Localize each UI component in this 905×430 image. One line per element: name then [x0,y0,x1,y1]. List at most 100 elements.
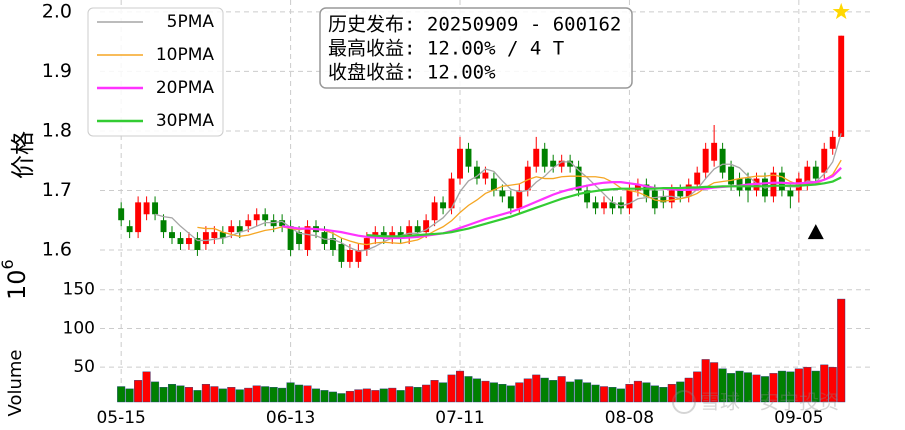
candle-body [609,202,616,209]
volume-bar [117,386,126,403]
volume-bar [684,377,693,403]
volume-bar [744,372,753,403]
y-axis-label: 价格 [9,131,37,179]
volume-bars [117,298,846,403]
candle-body [414,226,421,233]
legend-label: 30PMA [156,111,215,131]
volume-bar [786,371,795,403]
candle-body [236,226,243,233]
candle-body [821,148,828,173]
ma-line [366,176,842,238]
volume-bar [455,370,465,403]
volume-bar [600,386,609,403]
candle-body [643,184,650,197]
volume-bar [439,382,448,403]
volume-bar [616,388,625,403]
candle-body [440,202,447,209]
volume-bar [701,359,710,403]
candle-body [829,136,836,149]
candle-body [169,232,175,239]
candle-body [219,232,226,239]
info-line: 最高收益: 12.00% / 4 T [328,38,564,60]
volume-scale-exponent: 6 [0,259,17,269]
volume-bar [227,387,236,403]
volume-bar [481,380,490,403]
candle-body [329,238,336,250]
candle-body [304,226,311,250]
volume-bar [362,388,371,403]
volume-bar [252,385,261,403]
volume-bar [549,380,558,403]
info-box-frame [319,7,633,89]
volume-bar [261,386,270,403]
candle-body [185,238,192,245]
candle-body [567,160,574,167]
candle-body [558,160,565,167]
legend: 5PMA 10PMA 20PMA 30PMA [87,7,224,137]
volume-bar [295,384,304,403]
candle-body [228,226,235,233]
volume-bar [218,388,227,403]
candle-body [245,220,252,227]
labels: 1.6 1.7 1.8 1.9 2.0 50 100 150 05-15 06-13 07-11 08… [42,0,824,428]
volume-bar [557,376,566,403]
volume-bar [311,388,321,403]
volume-bar [151,381,160,403]
legend-items: 5PMA 10PMA 20PMA 30PMA [97,12,214,131]
volume-bar [354,389,363,403]
candle-body [262,214,269,221]
candle-body [152,202,159,215]
volume-bar [659,387,668,403]
moving-averages [154,133,842,252]
volume-bar [625,383,634,403]
candle-body [677,190,684,197]
candle-body [338,244,345,262]
x-tick-label: 08-08 [605,408,654,428]
info-line: 历史发布: 20250909 - 600162 [328,14,621,36]
watermark: 雪球 · 安宁投资 [672,390,839,414]
volume-bar [760,376,769,403]
candle-body [287,226,294,250]
info-line: 收盘收益: 12.00% [328,62,496,84]
volume-bar [642,382,651,403]
volume-bar [472,378,481,403]
x-tick-label: 06-13 [266,408,315,428]
volume-bar [345,390,354,403]
candle-body [389,232,396,239]
volume-axis-label: Volume [5,350,26,417]
candle-body [465,148,472,167]
volume-bar [566,381,575,403]
candle-body [211,232,218,239]
candle-body [592,202,599,209]
volume-bar [337,393,346,403]
candle-body [160,220,167,233]
volume-bar [718,368,727,403]
candle-body [541,148,548,167]
volume-bar [574,379,583,403]
volume-bar [811,370,820,403]
candle-body [702,148,709,173]
candle-body [431,202,438,221]
x-tick-label: 05-15 [96,408,145,428]
volume-bar [235,389,244,403]
candle-body [423,220,430,233]
volume-bar [591,384,600,403]
volume-bar [752,374,761,403]
candle-body [448,178,455,209]
volume-bar [201,383,210,403]
volume-bar [532,374,541,403]
candle-body [533,148,540,167]
volume-bar [837,298,846,403]
volume-bar [125,388,134,403]
volume-bar [447,374,456,403]
candle-body [126,226,133,233]
volume-bar [667,383,676,403]
volume-bar [244,387,253,403]
volume-bar [371,390,380,403]
volume-bar [506,385,515,403]
candle-body [321,232,328,245]
volume-bar [379,388,388,403]
volume-bar [167,383,177,403]
volume-bar [693,371,702,403]
